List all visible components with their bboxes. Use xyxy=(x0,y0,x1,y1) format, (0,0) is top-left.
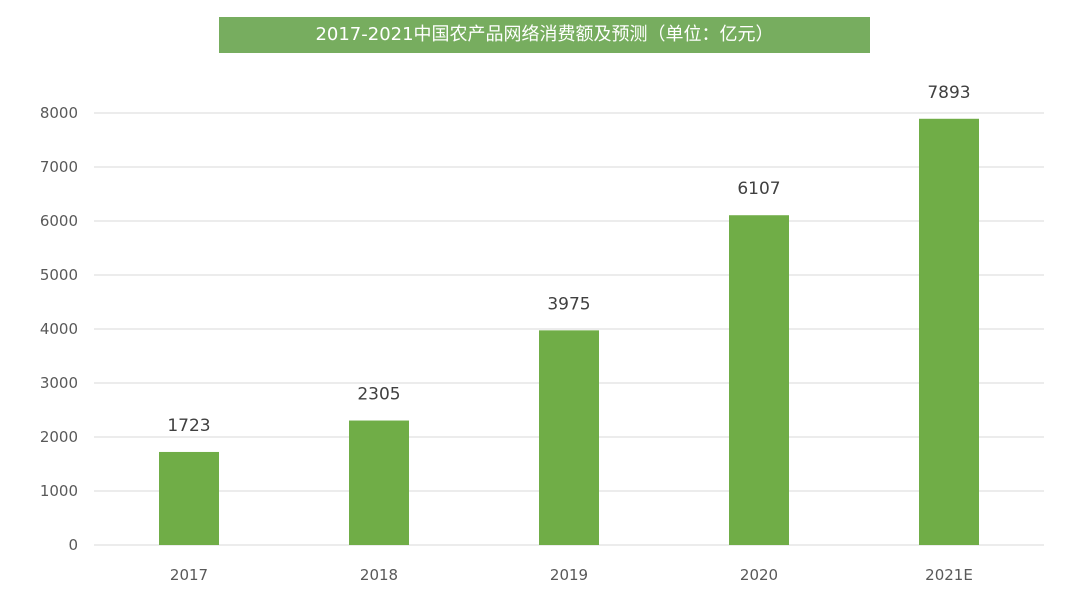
bar-2018 xyxy=(349,420,409,545)
bar-2017 xyxy=(159,451,219,545)
y-tick-label: 4000 xyxy=(40,320,78,338)
y-tick-label: 7000 xyxy=(40,158,78,176)
chart-title: 2017-2021中国农产品网络消费额及预测（单位：亿元） xyxy=(219,17,870,53)
data-label: 3975 xyxy=(547,294,590,314)
x-tick-label: 2019 xyxy=(550,566,588,584)
bar-2020 xyxy=(729,215,789,546)
x-tick-label: 2017 xyxy=(170,566,208,584)
y-tick-label: 6000 xyxy=(40,212,78,230)
y-tick-label: 0 xyxy=(68,536,78,554)
y-tick-label: 8000 xyxy=(40,104,78,122)
x-tick-label: 2020 xyxy=(740,566,778,584)
y-axis-tick-labels: 0 1000 2000 3000 4000 5000 6000 7000 8000 xyxy=(40,104,78,554)
bar-2021e xyxy=(919,118,979,545)
data-label: 1723 xyxy=(167,416,210,436)
x-tick-label: 2018 xyxy=(360,566,398,584)
bars xyxy=(159,118,979,546)
y-tick-label: 5000 xyxy=(40,266,78,284)
data-label: 7893 xyxy=(927,83,970,103)
x-tick-label: 2021E xyxy=(925,566,973,584)
bar-2019 xyxy=(539,330,599,545)
data-label: 6107 xyxy=(737,179,780,199)
data-label: 2305 xyxy=(357,385,400,405)
x-axis-tick-labels: 2017 2018 2019 2020 2021E xyxy=(170,566,973,584)
y-tick-label: 2000 xyxy=(40,428,78,446)
y-tick-label: 3000 xyxy=(40,374,78,392)
y-tick-label: 1000 xyxy=(40,482,78,500)
data-labels: 1723 2305 3975 6107 7893 xyxy=(167,83,970,436)
